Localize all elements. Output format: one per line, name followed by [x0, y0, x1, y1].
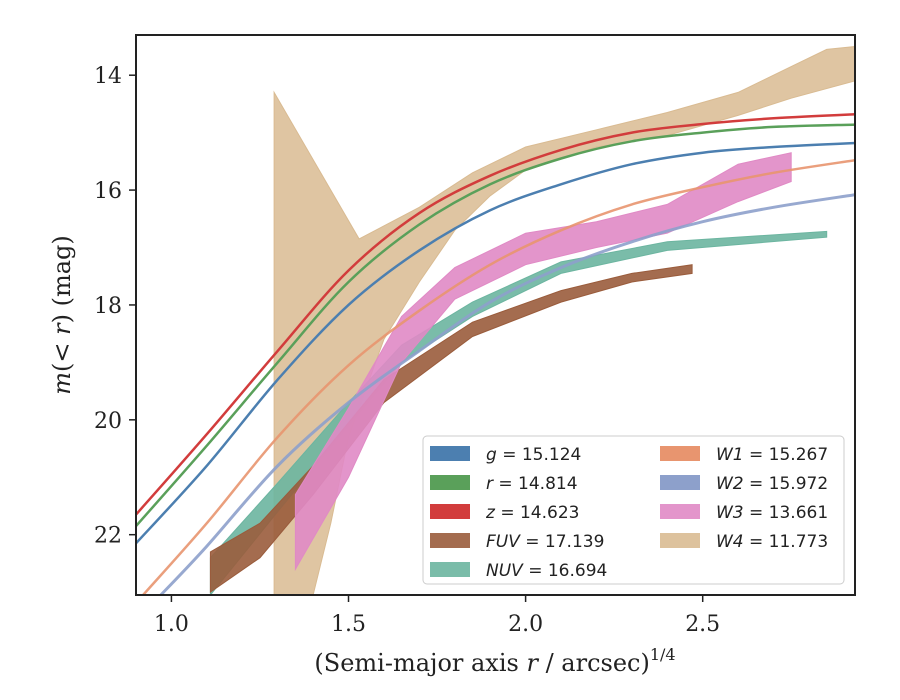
series-w2-line — [159, 193, 855, 595]
legend-swatch-nuv — [430, 562, 470, 577]
x-tick-label: 1.5 — [331, 612, 366, 637]
x-tick-label: 2.5 — [685, 612, 720, 637]
legend-swatch-w4 — [660, 533, 700, 548]
y-tick-label: 14 — [94, 64, 122, 89]
series-w3-band — [294, 152, 792, 572]
y-axis-label: m(< r) (mag) — [48, 235, 76, 395]
legend-swatch-g — [430, 446, 470, 461]
legend-label-g: g = 15.124 — [486, 445, 581, 465]
legend-label-w3: W3 = 13.661 — [716, 503, 828, 523]
legend: g = 15.124 r = 14.814 z = 14.623 FUV = 17.1… — [422, 435, 845, 585]
series-g-line — [136, 141, 855, 545]
y-tick-label: 16 — [94, 179, 122, 204]
legend-swatch-z — [430, 504, 470, 519]
x-tick-label: 2.0 — [508, 612, 543, 637]
legend-label-nuv: NUV = 16.694 — [486, 561, 607, 581]
series-z-line — [136, 113, 855, 516]
y-tick-label: 18 — [94, 294, 122, 319]
legend-label-r: r = 14.814 — [486, 474, 578, 494]
x-tick-label: 1.0 — [154, 612, 189, 637]
series-r-line — [136, 123, 855, 528]
y-tick-label: 22 — [94, 524, 122, 549]
legend-label-w4: W4 = 11.773 — [716, 532, 828, 552]
plot-frame — [135, 34, 856, 596]
legend-swatch-r — [430, 475, 470, 490]
legend-label-fuv: FUV = 17.139 — [486, 532, 604, 552]
legend-swatch-fuv — [430, 533, 470, 548]
legend-label-w1: W1 = 15.267 — [716, 445, 828, 465]
legend-box — [422, 435, 845, 585]
y-tick-label: 20 — [94, 409, 122, 434]
legend-label-z: z = 14.623 — [485, 503, 579, 523]
legend-swatch-w2 — [660, 475, 700, 490]
legend-swatch-w3 — [660, 504, 700, 519]
legend-label-w2: W2 = 15.972 — [716, 474, 828, 494]
series-w1-line — [141, 158, 855, 595]
legend-swatch-w1 — [660, 446, 700, 461]
series-layer — [136, 45, 855, 595]
ticks-layer: 1.0 1.5 2.0 2.5 14 16 18 20 22 — [94, 64, 720, 637]
x-axis-label: (Semi-major axis r / arcsec)1/4 — [314, 645, 675, 677]
legend-items: g = 15.124 r = 14.814 z = 14.623 FUV = 17.1… — [430, 445, 828, 581]
